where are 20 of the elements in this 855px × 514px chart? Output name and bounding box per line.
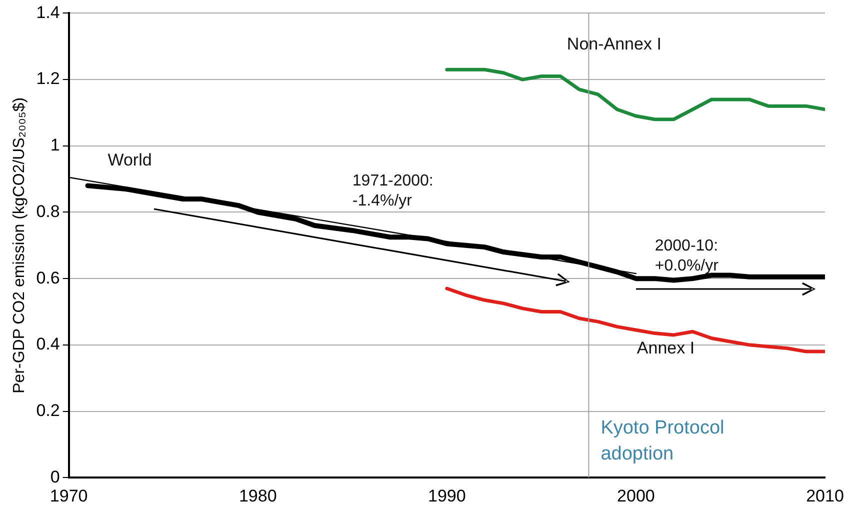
series-label: Annex I (636, 338, 695, 358)
series-label: World (108, 150, 152, 170)
x-tick-label: 1980 (238, 486, 277, 506)
y-tick-label: 0.2 (36, 400, 60, 420)
y-tick-label: 1.4 (36, 2, 60, 22)
annotation: 2000-10: +0.0%/yr (654, 237, 720, 274)
y-tick-label: 0.4 (36, 334, 60, 354)
x-tick-label: 1970 (50, 486, 88, 506)
y-tick-label: 0.6 (36, 268, 60, 288)
y-tick-label: 0.8 (36, 202, 60, 221)
annotation: 1971-2000: -1.4%/yr (352, 172, 434, 210)
series-label: Non-Annex I (566, 34, 662, 54)
y-tick-label: 1 (50, 136, 60, 155)
y-tick-label: 0 (50, 467, 60, 486)
x-tick-label: 2010 (806, 486, 844, 506)
x-tick-label: 1990 (428, 486, 466, 506)
x-tick-label: 2000 (617, 486, 655, 506)
ref-line-label: Kyoto Protocol adoption (600, 418, 724, 465)
y-axis-title: Per-GDP CO2 emission (kgCO2/US₂₀₀₅$) (11, 97, 28, 394)
y-tick-label: 1.2 (36, 69, 60, 88)
